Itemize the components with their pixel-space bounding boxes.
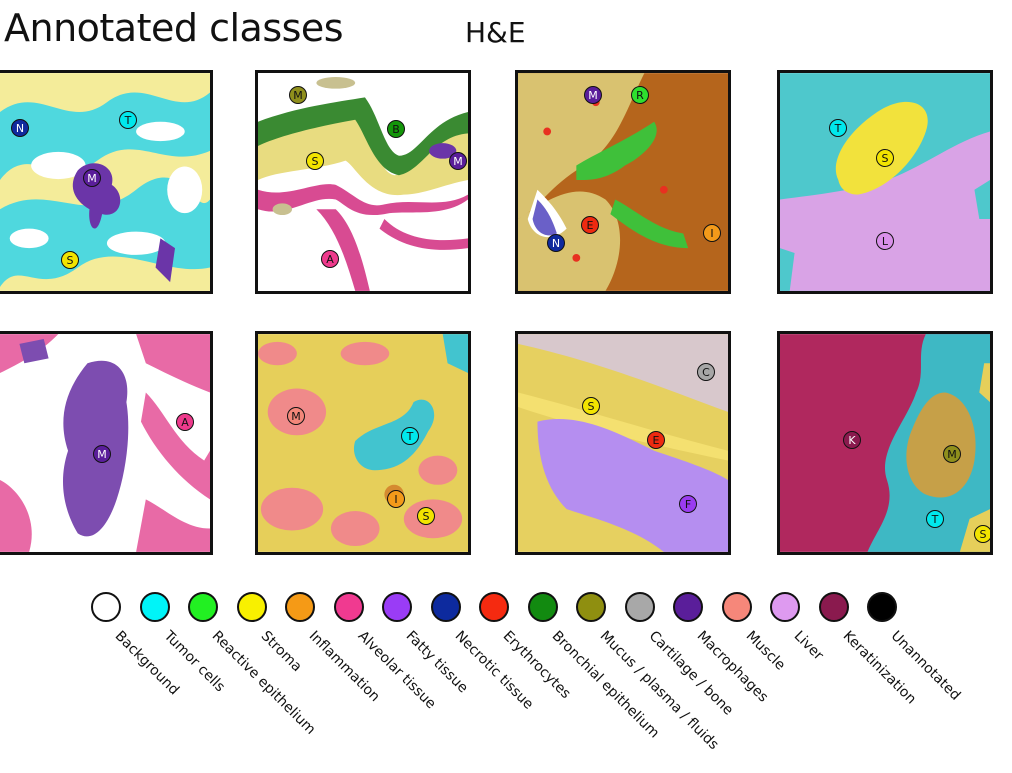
marker-macrophages: M [93, 445, 111, 463]
legend-swatch-bronchial-epithelium [527, 592, 558, 622]
legend-swatch-muscle [721, 592, 752, 622]
tissue-image-1 [0, 73, 210, 291]
marker-stroma: S [61, 251, 79, 269]
tissue-panel-8: K M T S [777, 331, 993, 555]
marker-stroma: S [876, 149, 894, 167]
legend-swatch-inflammation [285, 592, 315, 622]
marker-tumor: T [926, 510, 944, 528]
legend-swatch-liver [770, 592, 800, 622]
tissue-image-8 [780, 334, 990, 552]
marker-tumor: T [401, 427, 419, 445]
legend-swatch-reactive-epithelium [188, 592, 218, 622]
legend-label-liver: Liver [790, 628, 827, 664]
marker-mucus: M [289, 86, 307, 104]
marker-macrophages: M [83, 169, 101, 187]
legend-label-muscle: Muscle [742, 628, 788, 674]
tissue-panel-1: T N M S [0, 70, 213, 294]
legend-label-stroma: Stroma [257, 628, 305, 676]
figure-title: Annotated classes [4, 6, 344, 50]
marker-erythrocytes: E [647, 431, 665, 449]
tissue-panel-5: A M [0, 331, 213, 555]
marker-stroma: S [974, 525, 990, 543]
tissue-image-6 [258, 334, 468, 552]
tissue-image-2 [258, 73, 468, 291]
marker-macrophages: M [943, 445, 961, 463]
legend-swatch-alveolar-tissue [333, 592, 364, 622]
legend-swatch-stroma [236, 592, 267, 622]
marker-inflammation: I [387, 490, 405, 508]
marker-alveolar: A [176, 413, 194, 431]
legend-swatch-fatty-tissue [382, 592, 412, 622]
marker-stroma: S [306, 152, 324, 170]
legend-swatch-cartilage-bone [624, 592, 655, 622]
marker-inflammation: I [703, 224, 721, 242]
tissue-panel-7: C S E F [515, 331, 731, 555]
marker-necrotic: N [547, 234, 565, 252]
marker-bronchial: B [387, 120, 405, 138]
marker-macrophages: M [584, 86, 602, 104]
legend-swatch-erythrocytes [479, 592, 509, 622]
legend-swatch-necrotic-tissue [430, 592, 461, 622]
tissue-panel-6: M T I S [255, 331, 471, 555]
marker-tumor: T [119, 111, 137, 129]
marker-keratinization: K [843, 431, 861, 449]
marker-stroma: S [582, 397, 600, 415]
legend-label-cartilage-bone: Cartilage / bone [645, 628, 736, 719]
legend-swatch-unannotated [867, 592, 897, 622]
marker-tumor: T [829, 119, 847, 137]
marker-alveolar: A [321, 250, 339, 268]
stain-label: H&E [465, 16, 526, 49]
tissue-image-4 [780, 73, 990, 291]
legend-swatch-mucus-plasma-fluids [576, 592, 606, 622]
legend-swatch-background [91, 592, 121, 622]
tissue-panel-3: M R E N I [515, 70, 731, 294]
tissue-image-7 [518, 334, 728, 552]
marker-stroma: S [417, 507, 435, 525]
marker-reactive: R [631, 86, 649, 104]
marker-muscle: M [287, 407, 305, 425]
legend-swatch-macrophages [673, 592, 703, 622]
marker-fatty: F [679, 495, 697, 513]
marker-erythrocytes: E [581, 216, 599, 234]
legend-swatch-tumor-cells [139, 592, 170, 622]
tissue-image-5 [0, 334, 210, 552]
marker-cartilage: C [697, 363, 715, 381]
marker-necrotic: N [11, 119, 29, 137]
tissue-panel-2: M B S M A [255, 70, 471, 294]
marker-liver: L [876, 232, 894, 250]
legend-swatch-keratinization [818, 592, 849, 622]
tissue-image-3 [518, 73, 728, 291]
marker-macrophages: M [449, 152, 467, 170]
tissue-panel-4: T S L [777, 70, 993, 294]
